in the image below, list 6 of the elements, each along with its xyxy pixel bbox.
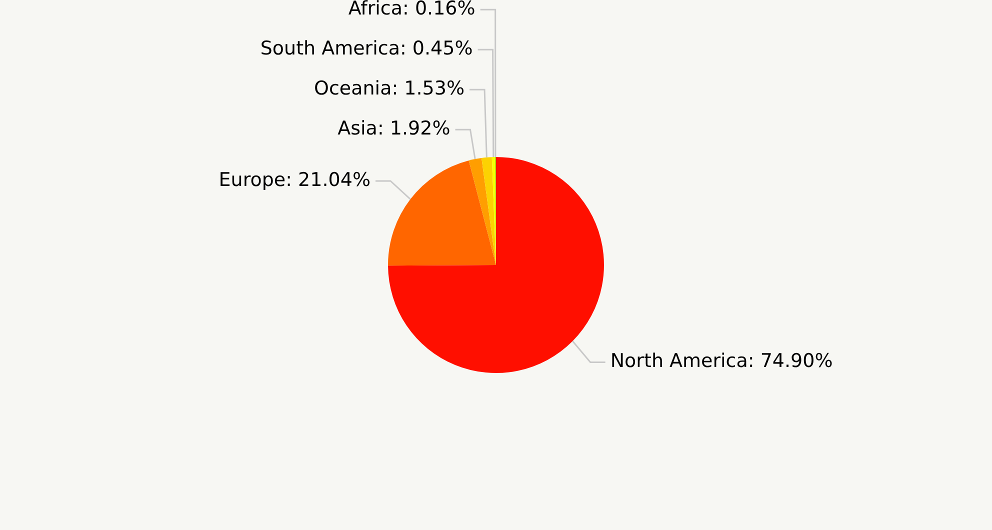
slice-label: South America: 0.45% (260, 38, 473, 60)
slice-label: Europe: 21.04% (218, 168, 370, 191)
slice-label: Africa: 0.16% (348, 0, 476, 20)
slice-label: Oceania: 1.53% (314, 78, 465, 100)
slice-label: North America: 74.90% (610, 350, 833, 372)
slice-label: Asia: 1.92% (338, 118, 450, 140)
